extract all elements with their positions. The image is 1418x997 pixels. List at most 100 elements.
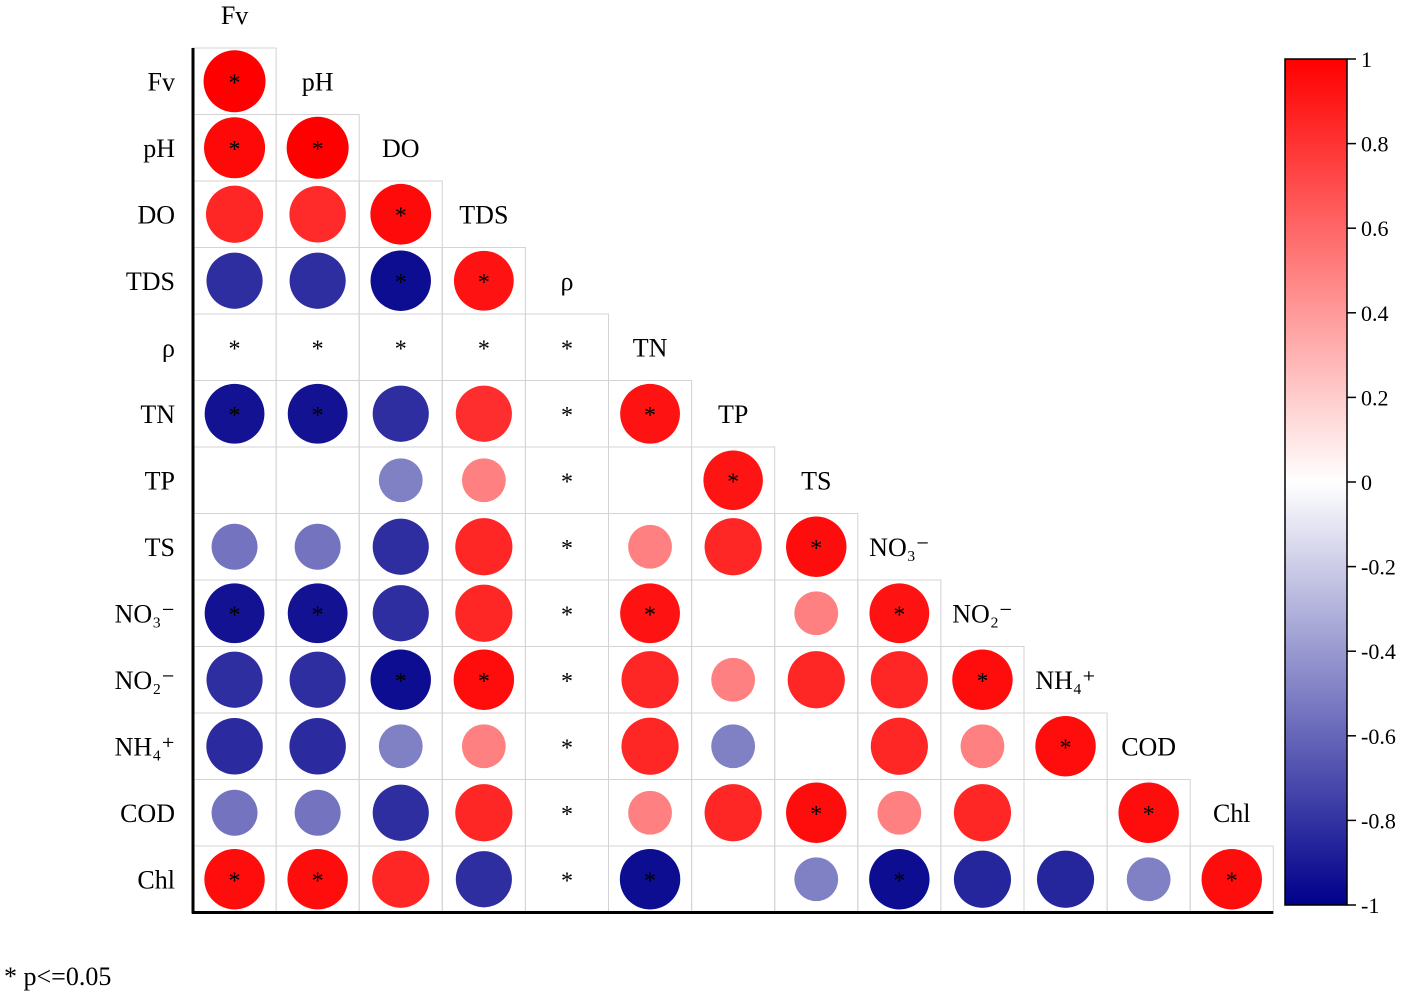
correlation-circle [953, 850, 1012, 908]
correlation-circle [787, 651, 845, 709]
cell-11-10 [1023, 779, 1108, 847]
column-label: DO [382, 134, 420, 163]
correlation-circle [869, 583, 930, 644]
significance-marker: * [478, 336, 490, 362]
correlation-circle [204, 383, 265, 444]
correlation-circle [628, 524, 672, 569]
correlation-circle [794, 857, 839, 902]
correlation-circle [952, 649, 1013, 710]
significance-marker: * [229, 403, 241, 429]
row-label: ρ [162, 333, 175, 362]
correlation-circle [461, 458, 506, 503]
correlation-circle [287, 383, 348, 444]
significance-marker: * [312, 336, 324, 362]
row-label: DO [137, 200, 175, 229]
significance-marker: * [561, 403, 573, 429]
significance-marker: * [1143, 802, 1155, 828]
correlation-circle [378, 458, 423, 503]
correlation-circle [453, 649, 515, 710]
correlation-circle [372, 385, 429, 442]
correlation-circle [203, 50, 266, 113]
marks-layer: * * * * * * * * * * * * * * * * * * * * * * * * * * * * * * * * * * * * * * * [203, 50, 1262, 910]
correlation-circle [877, 790, 922, 835]
correlation-circle [289, 252, 346, 309]
correlation-circle [711, 724, 756, 769]
significance-marker: * [1226, 868, 1238, 894]
correlation-circle [621, 717, 679, 775]
correlation-circle [869, 849, 930, 910]
significance-marker: * [312, 403, 324, 429]
colorbar-tick-label: -0.2 [1361, 555, 1396, 580]
correlation-circle [372, 784, 429, 841]
significance-marker: * [644, 403, 656, 429]
correlation-circle [786, 782, 847, 843]
row-label: TS [145, 533, 175, 562]
correlation-circle [453, 250, 514, 311]
correlation-circle [294, 523, 341, 570]
correlation-circle [455, 584, 513, 642]
correlation-circle [628, 790, 672, 835]
significance-marker: * [561, 735, 573, 761]
significance-marker: * [229, 336, 241, 362]
significance-marker: * [395, 270, 407, 296]
correlation-circle [205, 185, 264, 243]
correlation-circle [370, 250, 431, 311]
column-label: TP [718, 400, 748, 429]
correlation-circle [287, 849, 348, 910]
correlation-circle [794, 591, 839, 636]
significance-marker: * [561, 469, 573, 495]
row-label: TP [145, 466, 175, 495]
correlation-circle [870, 717, 928, 775]
correlation-circle [620, 383, 680, 444]
correlation-circle [370, 649, 431, 710]
correlation-circle [289, 651, 346, 708]
row-label: TDS [126, 267, 175, 296]
significance-marker: * [478, 669, 490, 695]
correlation-circle [455, 851, 512, 908]
row-label: TN [140, 400, 175, 429]
correlation-circle [211, 523, 258, 570]
colorbar-tick-label: 0.8 [1361, 132, 1389, 157]
correlation-circle [370, 183, 432, 245]
column-label: Fv [221, 1, 248, 30]
correlation-circle [704, 518, 762, 576]
column-label: COD [1121, 732, 1176, 761]
correlation-circle [204, 117, 266, 179]
correlation-circle [960, 724, 1005, 769]
correlation-circle [1118, 782, 1179, 843]
column-label: NO₂⁻ [952, 599, 1012, 628]
grid-layer [191, 47, 1274, 914]
significance-marker: * [893, 602, 905, 628]
column-label: pH [302, 67, 334, 96]
column-label: Chl [1213, 799, 1251, 828]
colorbar-tick-label: 0.2 [1361, 385, 1389, 410]
correlation-circle [372, 585, 429, 642]
correlation-circle [703, 450, 763, 510]
correlation-circle [870, 651, 928, 709]
cell-12-6 [691, 845, 776, 913]
correlation-circle [455, 385, 512, 442]
column-label: TN [633, 333, 668, 362]
significance-marker: * [1060, 735, 1072, 761]
correlation-circle [461, 724, 506, 769]
cell-6-5 [608, 446, 693, 514]
significance-marker: * [893, 868, 905, 894]
significance-marker: * [478, 270, 490, 296]
correlation-circle [621, 651, 679, 709]
significance-marker: * [727, 469, 739, 495]
correlation-circle [204, 583, 265, 644]
correlation-circle [372, 850, 430, 908]
correlation-circle [287, 583, 348, 644]
correlation-circle [1201, 849, 1262, 910]
significance-marker: * [395, 669, 407, 695]
significance-marker: * [312, 137, 324, 163]
correlation-circle [1126, 857, 1171, 902]
correlation-circle [620, 583, 680, 644]
significance-marker: * [229, 868, 241, 894]
row-label: pH [143, 134, 175, 163]
correlation-circle [1035, 716, 1096, 777]
significance-marker: * [229, 602, 241, 628]
row-label: NO₃⁻ [115, 599, 175, 628]
significance-marker: * [561, 602, 573, 628]
